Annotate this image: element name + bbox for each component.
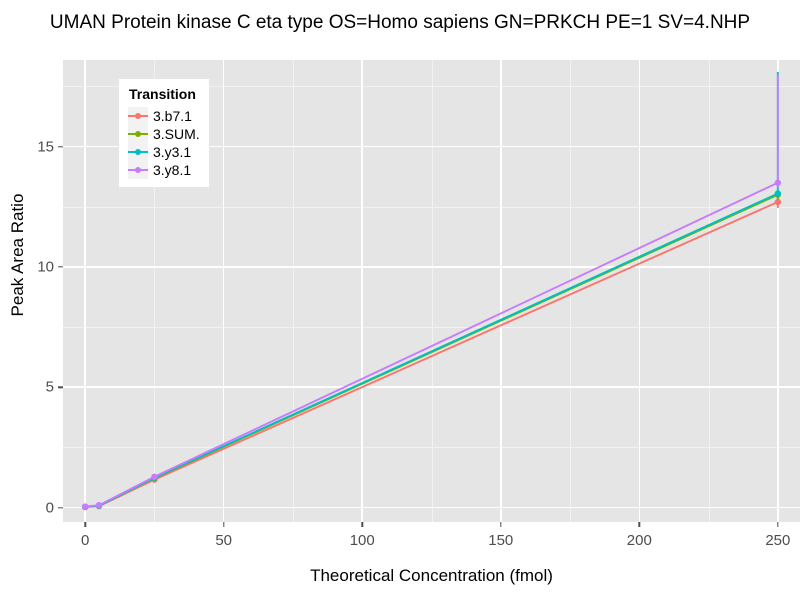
gridline-minor-vertical [431, 60, 433, 522]
data-point-3.y8.1 [774, 179, 782, 186]
y-tick-label: 0 [45, 499, 54, 517]
plot-title-text: UMAN Protein kinase C eta type OS=Homo s… [49, 12, 751, 33]
gridline-major-vertical [499, 60, 502, 522]
x-axis-title: Theoretical Concentration (fmol) [310, 566, 553, 585]
series-line-3.y8.1 [84, 181, 779, 508]
y-tick-label: 5 [45, 378, 54, 396]
series-layer [81, 72, 782, 511]
data-point-3.y3.1 [774, 190, 782, 197]
x-tick-label: 100 [349, 532, 375, 549]
y-tick-mark [58, 266, 63, 268]
x-tick-mark [777, 522, 779, 527]
y-tick-label: 10 [37, 258, 54, 276]
gridline-major-horizontal [63, 266, 800, 268]
series-3.y8.1 [81, 74, 782, 510]
gridline-major-vertical [638, 60, 641, 522]
gridline-major-vertical [777, 60, 779, 522]
x-tick-label: 50 [215, 532, 233, 549]
data-point-3.b7.1 [774, 198, 782, 206]
gridline-major-horizontal [63, 386, 800, 389]
gridline-major-horizontal [63, 506, 800, 509]
legend-key-dot [135, 149, 141, 155]
y-tick-mark [58, 145, 63, 148]
legend-key-icon [128, 107, 148, 125]
legend-item-3.SUM.[interactable]: 3.SUM. [128, 125, 200, 143]
x-tick-label: 0 [80, 532, 90, 549]
gridline-minor-vertical [154, 60, 156, 522]
x-tick-label: 250 [765, 532, 791, 549]
y-axis-title: Peak Area Ratio [8, 193, 27, 317]
x-tick-mark [500, 522, 502, 527]
x-tick-label: 200 [626, 532, 652, 549]
data-point-3.y8.1 [151, 473, 158, 480]
data-point-3.y8.1 [95, 501, 103, 509]
y-tick-label: 15 [37, 138, 54, 156]
legend-item-3.y8.1[interactable]: 3.y8.1 [128, 161, 200, 179]
legend-item-label: 3.b7.1 [153, 108, 192, 124]
legend-key-icon [128, 143, 148, 161]
gridline-minor-vertical [292, 60, 294, 522]
x-tick-mark [222, 522, 225, 527]
x-tick-label: 150 [488, 532, 514, 549]
x-tick-mark [361, 522, 363, 527]
page-title: UMAN Protein kinase C eta type OS=Homo s… [0, 10, 800, 36]
legend-key-dot [135, 131, 141, 137]
legend-item-label: 3.y8.1 [153, 162, 192, 178]
y-tick-mark [58, 386, 63, 388]
legend-key-icon [128, 125, 148, 143]
legend-title: Transition [129, 86, 196, 102]
legend-item-label: 3.SUM. [153, 126, 200, 142]
x-tick-mark [638, 522, 640, 527]
gridline-major-vertical [361, 60, 364, 522]
data-point-3.y8.1 [81, 503, 89, 510]
gridline-major-vertical [222, 60, 225, 522]
legend-key-dot [135, 113, 141, 119]
gridline-minor-vertical [570, 60, 572, 522]
legend-key-icon [128, 161, 148, 179]
legend-item-label: 3.y3.1 [153, 144, 192, 160]
gridline-major-horizontal [63, 145, 800, 148]
legend-items: 3.b7.1 3.SUM. 3.y3.1 3.y8.1 [128, 107, 200, 179]
legend-key-dot [135, 167, 141, 173]
gridline-major-vertical [84, 60, 86, 522]
legend-item-3.b7.1[interactable]: 3.b7.1 [128, 107, 200, 125]
legend-item-3.y3.1[interactable]: 3.y3.1 [128, 143, 200, 161]
y-tick-mark [58, 506, 63, 509]
legend: Transition 3.b7.1 3.SUM. 3.y3.1 3.y8.1 [119, 79, 209, 187]
gridline-minor-vertical [708, 60, 710, 522]
x-tick-mark [84, 522, 86, 527]
